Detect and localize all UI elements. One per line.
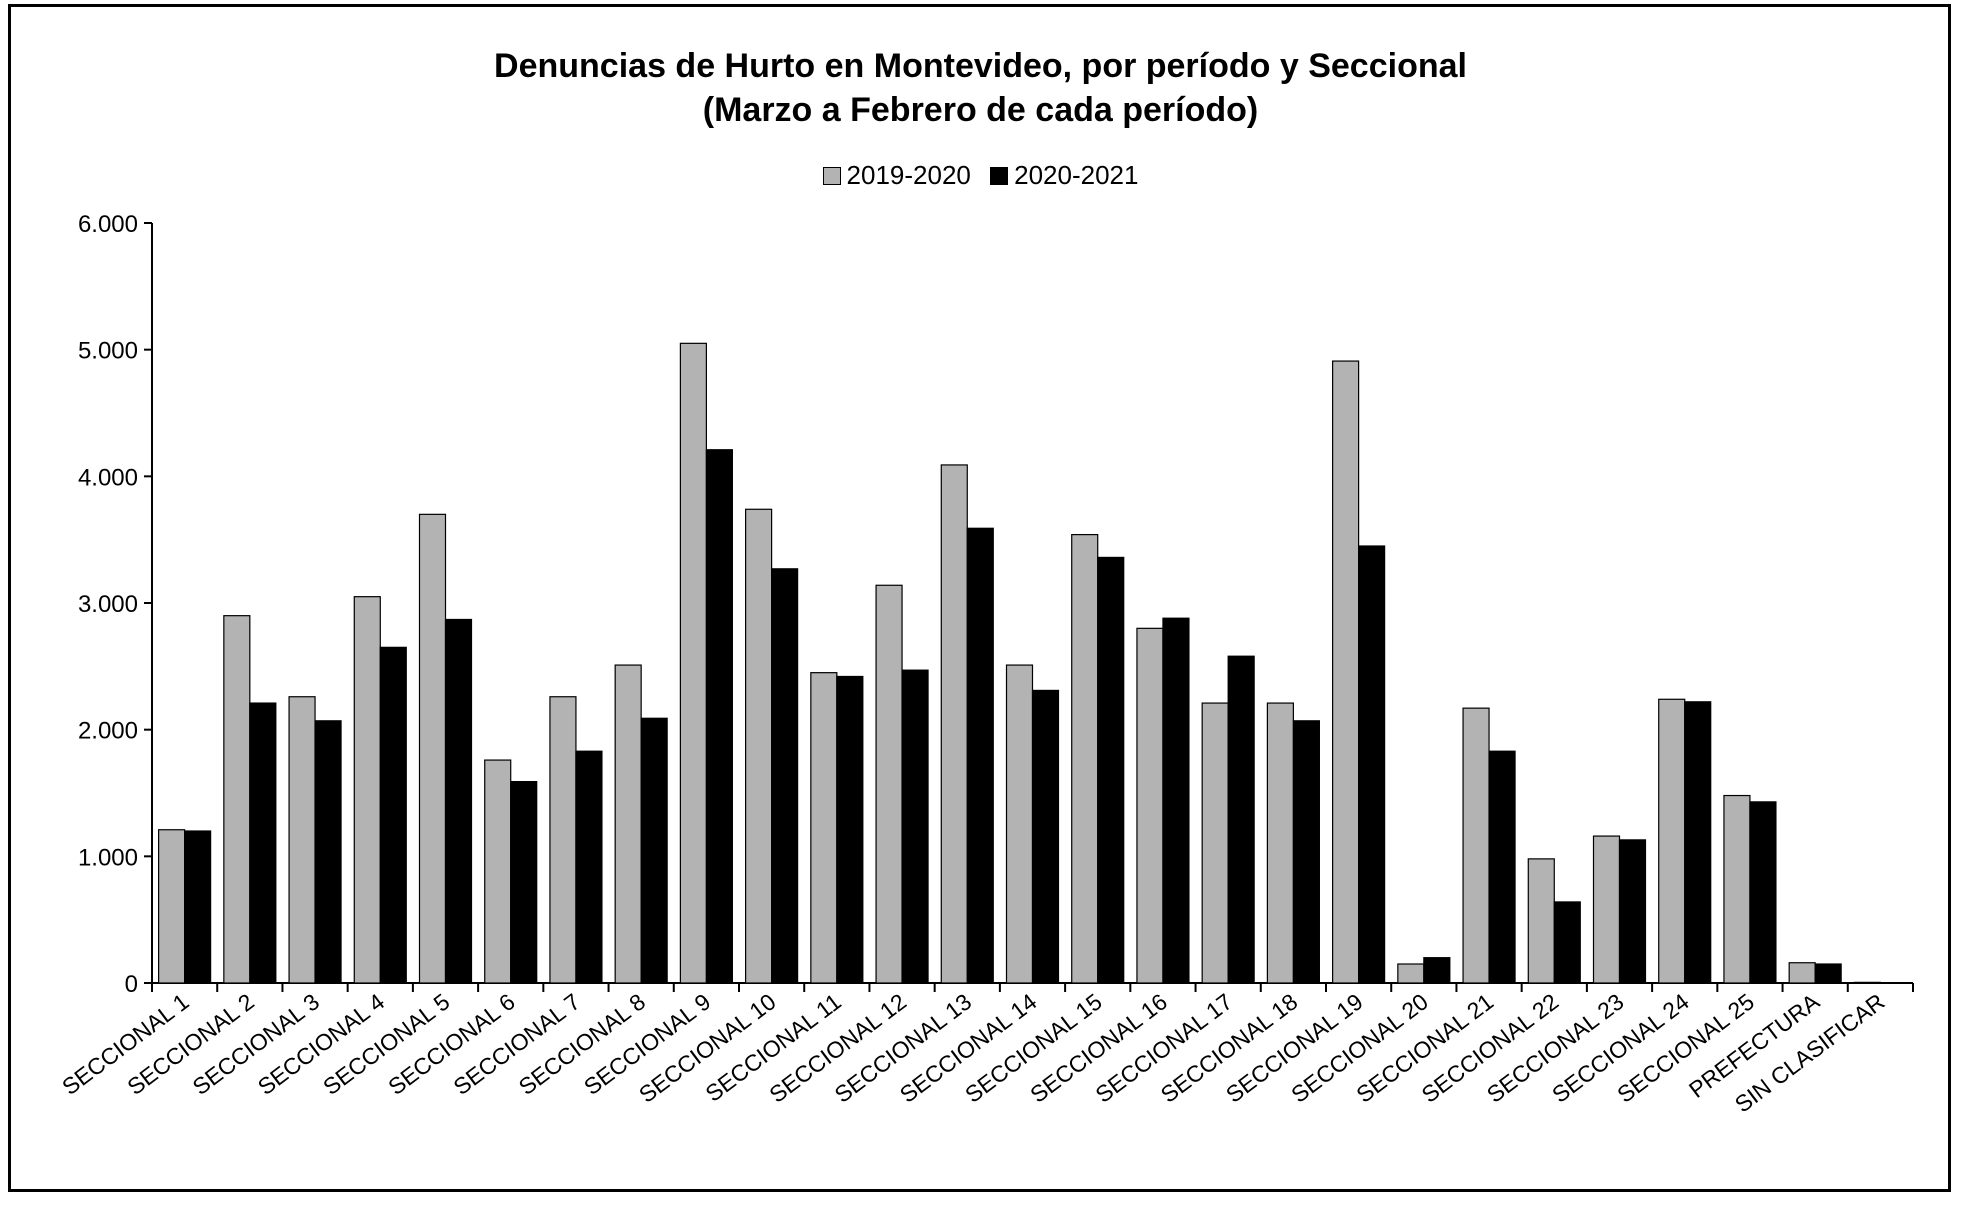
legend-item-series1: 2019-2020 xyxy=(822,160,971,191)
bar-series1 xyxy=(1788,962,1816,984)
bar-series1 xyxy=(1527,858,1555,984)
bar-series2 xyxy=(1814,963,1842,984)
bar-series2 xyxy=(901,669,929,984)
bar-series1 xyxy=(1266,702,1294,984)
bar-series2 xyxy=(1358,545,1386,984)
bar-series2 xyxy=(1292,720,1320,984)
bar-series2 xyxy=(966,527,994,984)
bar-series2 xyxy=(1423,957,1451,984)
bar-series2 xyxy=(1031,689,1060,984)
bar-series1 xyxy=(1592,835,1621,984)
bar-series1 xyxy=(1658,698,1686,984)
y-tick-label: 3.000 xyxy=(78,591,138,618)
bar-series2 xyxy=(1684,701,1712,984)
bar-series1 xyxy=(418,513,447,984)
bar-series2 xyxy=(249,702,277,984)
legend-swatch-series1 xyxy=(822,166,841,185)
bar-series1 xyxy=(679,342,707,984)
y-tick-label: 1.000 xyxy=(78,844,138,871)
legend-label-series1: 2019-2020 xyxy=(846,160,971,190)
bar-series1 xyxy=(1136,627,1164,984)
bar-series2 xyxy=(184,830,212,984)
bar-series1 xyxy=(1462,707,1490,984)
bar-series2 xyxy=(705,449,733,984)
bar-series1 xyxy=(810,672,838,984)
legend-label-series2: 2020-2021 xyxy=(1014,160,1139,190)
bar-series2 xyxy=(379,646,407,984)
bar-series2 xyxy=(1553,901,1581,984)
bar-series1 xyxy=(1071,533,1099,984)
bar-series2 xyxy=(1097,556,1125,984)
bar-series1 xyxy=(745,508,773,984)
bar-series2 xyxy=(771,568,799,984)
bar-series1 xyxy=(614,664,642,984)
chart-subtitle: (Marzo a Febrero de cada período) xyxy=(702,91,1259,129)
chart-title: Denuncias de Hurto en Montevideo, por pe… xyxy=(494,47,1467,85)
bar-series2 xyxy=(1488,750,1516,984)
bar-series1 xyxy=(549,696,577,984)
y-tick-label: 4.000 xyxy=(78,464,138,491)
bar-series1 xyxy=(353,596,381,984)
bar-series2 xyxy=(1227,655,1255,984)
legend-swatch-series2 xyxy=(990,166,1009,185)
y-tick-label: 5.000 xyxy=(78,338,138,365)
bar-series1 xyxy=(1201,702,1229,984)
bar-series2 xyxy=(314,720,342,984)
bar-series1 xyxy=(1332,360,1360,984)
legend-item-series2: 2020-2021 xyxy=(990,160,1138,191)
bar-series2 xyxy=(836,675,864,984)
bar-series1 xyxy=(288,696,316,984)
bar-series1 xyxy=(940,464,968,984)
bar-series1 xyxy=(875,584,903,984)
bar-series2 xyxy=(640,717,668,984)
bar-series1 xyxy=(158,829,186,984)
bar-series2 xyxy=(510,780,538,984)
bar-series1 xyxy=(484,759,512,984)
y-tick-label: 6.000 xyxy=(78,211,138,238)
bar-series1 xyxy=(1723,794,1751,984)
chart-legend: 2019-2020 2020-2021 xyxy=(0,160,1961,192)
y-tick-label: 2.000 xyxy=(78,718,138,745)
bar-series2 xyxy=(1618,839,1647,984)
bar-series2 xyxy=(1749,801,1777,984)
bar-series2 xyxy=(1162,617,1190,984)
bar-series1 xyxy=(1397,963,1425,984)
chart-title-block: Denuncias de Hurto en Montevideo, por pe… xyxy=(0,44,1961,132)
bar-series2 xyxy=(444,618,473,984)
bar-series1 xyxy=(1005,664,1034,984)
bar-series2 xyxy=(575,750,603,984)
y-tick-label: 0 xyxy=(125,971,138,998)
bar-series1 xyxy=(223,615,251,984)
bar-series1 xyxy=(1853,981,1881,984)
